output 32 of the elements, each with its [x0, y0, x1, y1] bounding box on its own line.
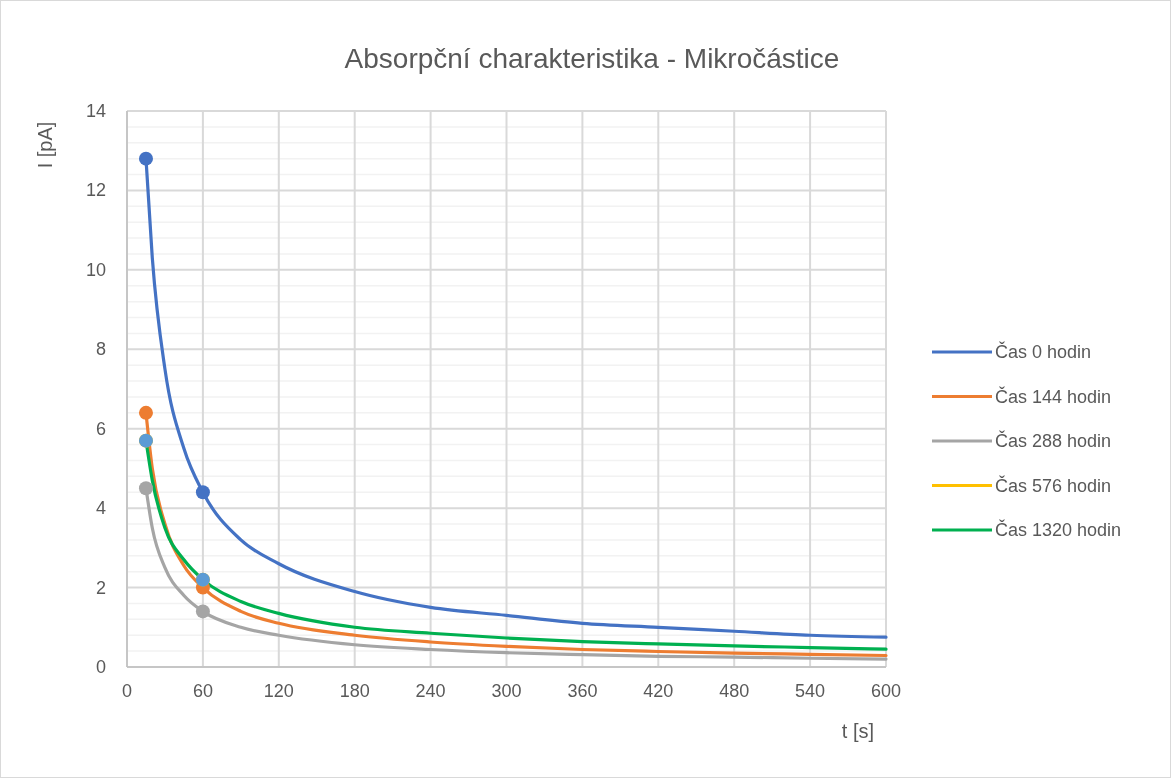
y-tick-label: 6: [95, 418, 106, 439]
y-tick-label: 2: [95, 577, 106, 598]
x-tick-label: 420: [643, 681, 674, 701]
point: [138, 405, 153, 420]
y-tick-label: 0: [95, 657, 106, 677]
legend-label: Čas 1320 hodin: [995, 519, 1122, 540]
legend-label: Čas 576 hodin: [995, 474, 1112, 496]
point: [138, 151, 153, 166]
x-tick-label: 360: [567, 681, 598, 701]
x-tick-label: 180: [339, 681, 370, 701]
point: [138, 481, 153, 496]
legend-label: Čas 0 hodin: [995, 341, 1092, 362]
y-tick-label: 12: [85, 180, 106, 201]
point: [195, 604, 210, 619]
x-tick-label: 480: [719, 681, 750, 701]
x-tick-label: 540: [795, 681, 826, 701]
y-tick-label: 8: [95, 339, 106, 360]
x-tick-label: 600: [870, 681, 902, 701]
x-tick-label: 120: [263, 681, 294, 701]
y-tick-label: 10: [85, 259, 106, 280]
x-tick-label: 300: [491, 681, 522, 701]
legend-label: Čas 144 hodin: [995, 385, 1112, 407]
y-axis-title: I [pA]: [34, 121, 56, 169]
x-axis-title: t [s]: [841, 720, 874, 742]
x-tick-label: 240: [415, 681, 446, 701]
y-tick-label: 4: [95, 498, 106, 519]
x-tick-label: 60: [192, 681, 213, 701]
y-tick-label: 14: [85, 101, 106, 121]
point: [195, 485, 210, 500]
legend-label: Čas 288 hodin: [995, 430, 1112, 451]
x-tick-label: 0: [121, 681, 133, 701]
chart-title: Absorpční charakteristika - Mikročástice: [344, 43, 840, 74]
